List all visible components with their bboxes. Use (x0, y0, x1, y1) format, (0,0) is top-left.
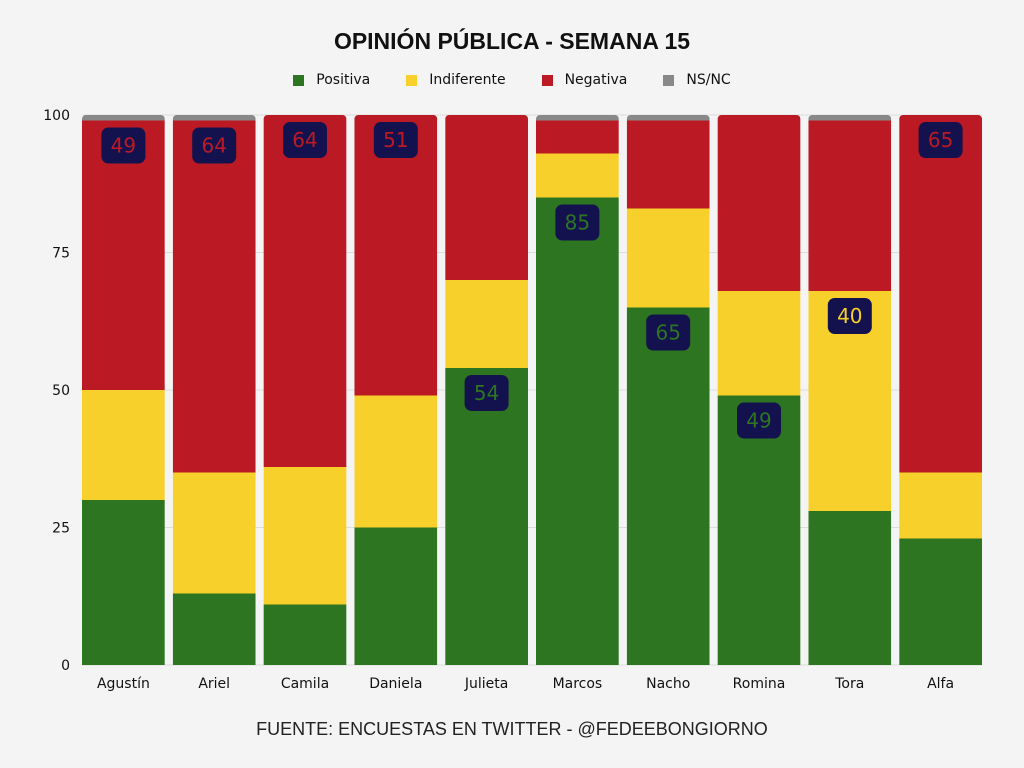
legend-label: NS/NC (686, 72, 731, 88)
x-tick-label: Agustín (97, 676, 150, 692)
bar-segment-negativa (263, 115, 347, 467)
bar-segment-nsnc (808, 115, 892, 121)
data-label: 65 (928, 128, 953, 152)
legend-swatch (406, 74, 418, 86)
x-tick-label: Marcos (553, 676, 603, 692)
x-tick-label: Ariel (198, 676, 230, 692)
bar-segment-negativa (172, 120, 256, 473)
y-tick-label: 75 (52, 246, 70, 262)
bar-stack-romina: 49 (717, 115, 801, 665)
bar-segment-negativa (445, 115, 528, 280)
bar-segment-nsnc (172, 115, 256, 121)
bar-stack-ariel: 64 (172, 115, 256, 665)
data-label-box (555, 204, 600, 241)
bar-segment-positiva (445, 368, 528, 665)
legend-label: Negativa (564, 72, 628, 88)
x-tick-label: Tora (834, 676, 864, 692)
bar-segment-positiva (717, 395, 801, 665)
data-label-box (192, 127, 237, 164)
bar-segment-indiferente (82, 390, 165, 500)
bar-segment-negativa (626, 120, 710, 209)
x-tick-label: Romina (733, 676, 786, 692)
data-label-box (101, 127, 146, 164)
legend-swatch (293, 74, 305, 86)
data-label-box (373, 122, 418, 158)
bar-segment-nsnc (626, 115, 710, 121)
bar-segment-nsnc (536, 115, 619, 121)
bar-segment-nsnc (82, 115, 165, 121)
data-label: 64 (201, 134, 226, 158)
bar-segment-indiferente (172, 472, 256, 594)
y-tick-label: 25 (52, 521, 70, 537)
y-tick-label: 100 (43, 108, 70, 124)
data-label: 40 (837, 304, 862, 328)
bar-segment-positiva (354, 527, 438, 665)
data-label-box (464, 375, 509, 411)
legend-item: Negativa (541, 72, 628, 88)
data-label: 65 (655, 321, 680, 345)
bar-stack-marcos: 85 (536, 115, 619, 665)
bar-segment-indiferente (536, 153, 619, 198)
bar-segment-positiva (626, 307, 710, 665)
bar-segment-positiva (808, 511, 892, 665)
data-label: 51 (383, 128, 408, 152)
bar-stack-tora: 40 (808, 115, 892, 665)
legend-item: NS/NC (663, 72, 731, 88)
bar-segment-indiferente (354, 395, 438, 528)
bar-segment-negativa (536, 120, 619, 154)
data-label: 64 (292, 128, 317, 152)
x-tick-label: Julieta (464, 676, 508, 692)
y-tick-label: 0 (61, 658, 70, 674)
data-label: 54 (474, 381, 499, 405)
legend-swatch (663, 74, 675, 86)
chart-source: FUENTE: ENCUESTAS EN TWITTER - @FEDEEBON… (256, 719, 768, 739)
bar-segment-positiva (899, 538, 982, 665)
x-tick-label: Nacho (646, 676, 690, 692)
chart-title: OPINIÓN PÚBLICA - SEMANA 15 (333, 28, 691, 54)
data-label: 49 (746, 409, 771, 433)
x-tick-label: Alfa (927, 676, 954, 692)
legend-label: Positiva (316, 72, 371, 88)
y-tick-label: 50 (52, 383, 70, 399)
data-label-box (918, 122, 963, 158)
legend-item: Positiva (293, 72, 370, 88)
bar-segment-negativa (354, 115, 438, 396)
bar-segment-indiferente (717, 291, 801, 396)
bar-segment-negativa (82, 120, 165, 390)
bar-segment-indiferente (899, 472, 982, 539)
bar-segment-negativa (899, 115, 982, 473)
bar-segment-positiva (536, 197, 619, 665)
bar-stack-julieta: 54 (445, 115, 528, 665)
bar-stack-alfa: 65 (899, 115, 982, 665)
bar-segment-negativa (717, 115, 801, 291)
legend-item: Indiferente (406, 72, 506, 88)
bar-stack-camila: 64 (263, 115, 347, 665)
x-tick-label: Camila (281, 676, 329, 692)
data-label-box (737, 402, 781, 439)
bar-stack-nacho: 65 (626, 115, 710, 665)
bar-stack-agustín: 49 (82, 115, 165, 665)
x-tick-label: Daniela (369, 676, 422, 692)
data-label-box (646, 314, 691, 351)
bar-segment-indiferente (445, 280, 528, 368)
bar-segment-indiferente (626, 208, 710, 308)
bar-segment-positiva (263, 604, 347, 665)
data-label: 49 (111, 134, 136, 158)
legend-label: Indiferente (429, 72, 506, 88)
bar-segment-negativa (808, 120, 892, 291)
data-label: 85 (565, 211, 590, 235)
data-label-box (283, 122, 327, 158)
bar-segment-positiva (82, 500, 165, 665)
data-label-box (827, 298, 872, 334)
legend: Positiva Indiferente Negativa NS/NC (0, 72, 1024, 88)
bar-stack-daniela: 51 (354, 115, 438, 665)
legend-swatch (541, 74, 553, 86)
bar-segment-positiva (172, 593, 256, 665)
bar-segment-indiferente (263, 467, 347, 605)
